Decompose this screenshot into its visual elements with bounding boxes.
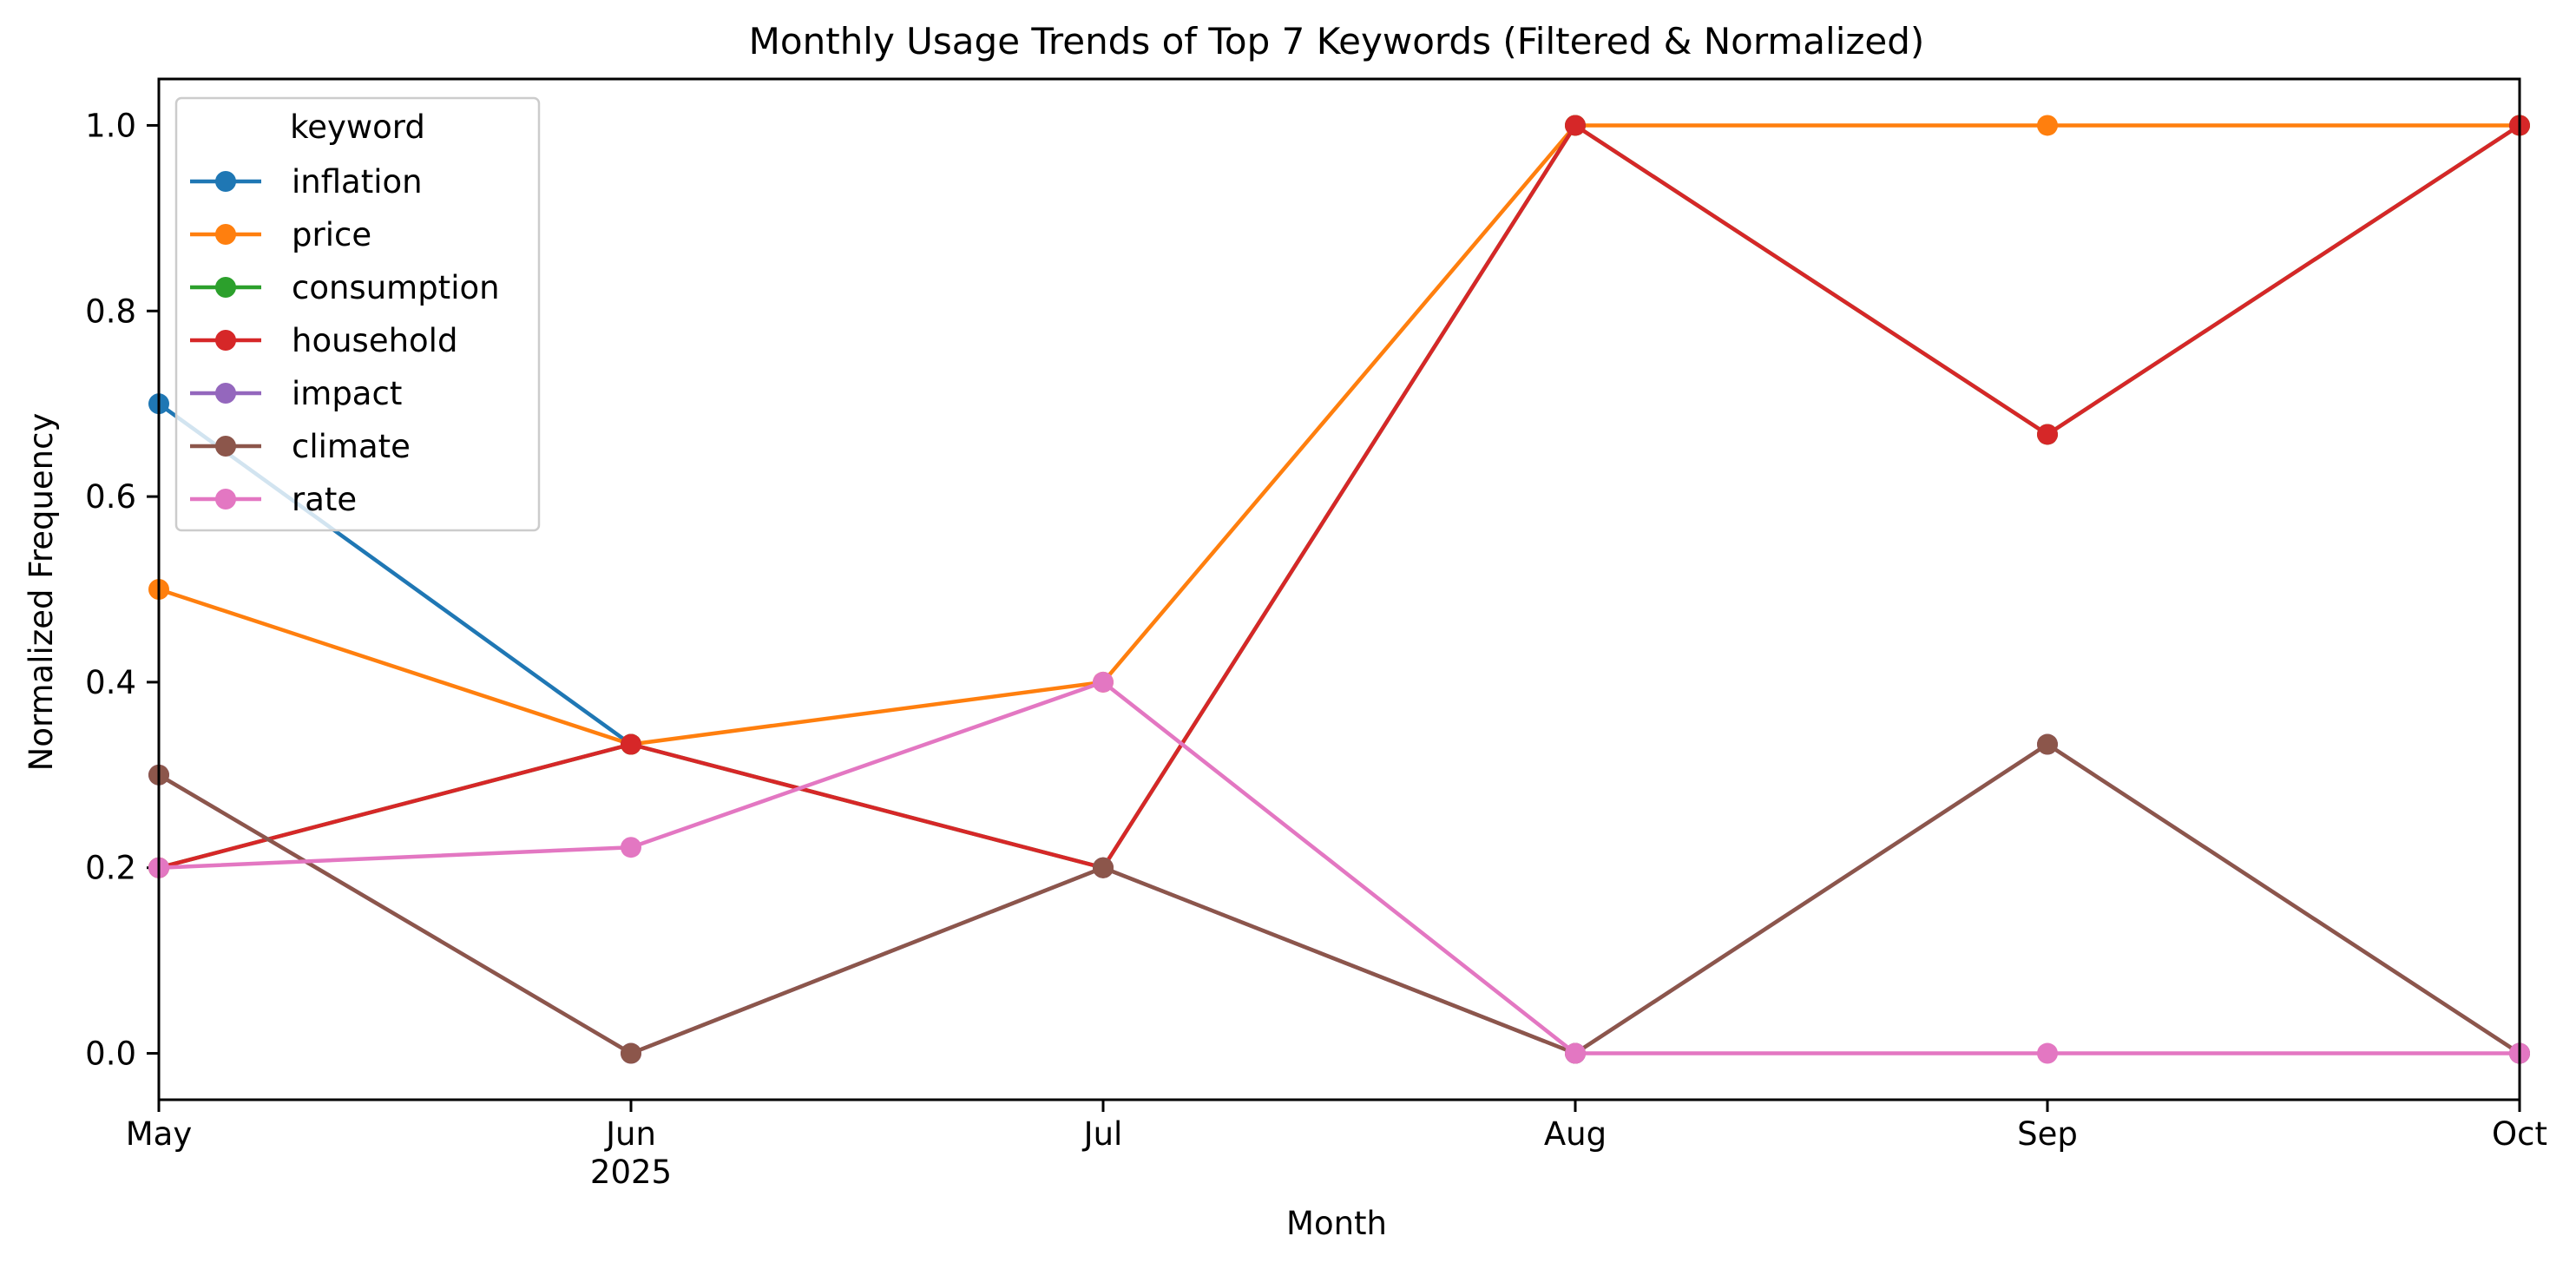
legend-item-inflation: inflation [190,163,423,201]
x-axis-label: Month [1286,1205,1387,1242]
y-tick-label: 0.6 [85,478,136,516]
legend-marker [215,224,236,245]
data-point-climate [2037,733,2058,755]
data-point-climate [621,1042,641,1064]
data-point-household [1565,115,1586,136]
data-point-rate [1565,1042,1586,1064]
x-tick-label: Sep [2017,1115,2078,1153]
legend-item-rate: rate [190,481,357,518]
plot-frame [157,77,2521,1101]
series-rate [148,671,2530,1064]
series-layer [148,115,2530,1064]
data-point-household [621,733,641,755]
legend-item-climate: climate [190,428,411,465]
legend-title: keyword [290,108,425,146]
legend-marker [215,171,236,192]
legend-box [174,96,541,532]
x-tick-label: Jul [1082,1115,1123,1153]
data-point-climate [1093,857,1114,878]
x-tick-label: May [126,1115,193,1153]
y-tick-label: 1.0 [85,107,136,144]
frame-layer [157,77,2521,1101]
legend-marker [215,436,236,457]
legend-marker [215,277,236,298]
x-tick-year-label: 2025 [590,1154,672,1191]
legend-label: consumption [292,269,500,306]
y-tick-label: 0.4 [85,664,136,701]
legend-item-price: price [190,216,371,253]
legend-label: impact [292,375,402,412]
x-tick-label: Jun [604,1115,656,1153]
series-line-climate [155,742,2523,1056]
data-point-rate [621,837,641,858]
legend: keyword inflation price consumption househol… [174,96,541,532]
legend-label: inflation [292,163,423,201]
legend-item-household: household [190,322,457,359]
chart-title: Monthly Usage Trends of Top 7 Keywords (… [749,20,1925,62]
series-line-price [156,123,2522,746]
legend-item-consumption: consumption [190,269,500,306]
series-impact [148,733,2530,1064]
legend-item-impact: impact [190,375,402,412]
legend-marker [215,489,236,510]
y-tick-label: 0.0 [85,1036,136,1073]
y-tick-label: 0.8 [85,293,136,330]
legend-label: rate [292,481,357,518]
y-tick-label: 0.2 [85,850,136,887]
x-tick-label: Oct [2492,1115,2547,1153]
series-line-impact [155,742,2523,1056]
series-line-rate [156,680,2522,1055]
series-climate [148,733,2530,1064]
data-point-rate [2037,1042,2058,1064]
y-axis-label: Normalized Frequency [23,413,60,772]
legend-label: price [292,216,371,253]
axes-layer: 0.0 0.2 0.4 0.6 0.8 1.0 May Jun Jul Aug Sep Oct 2025 [85,107,2547,1191]
legend-marker [215,383,236,404]
series-line-household [156,122,2523,871]
legend-label: household [292,322,457,359]
data-point-rate [1093,671,1114,693]
legend-label: climate [292,428,411,465]
x-tick-label: Aug [1544,1115,1607,1153]
data-point-household [2037,424,2058,445]
legend-marker [215,330,236,351]
data-point-price [2037,115,2058,136]
